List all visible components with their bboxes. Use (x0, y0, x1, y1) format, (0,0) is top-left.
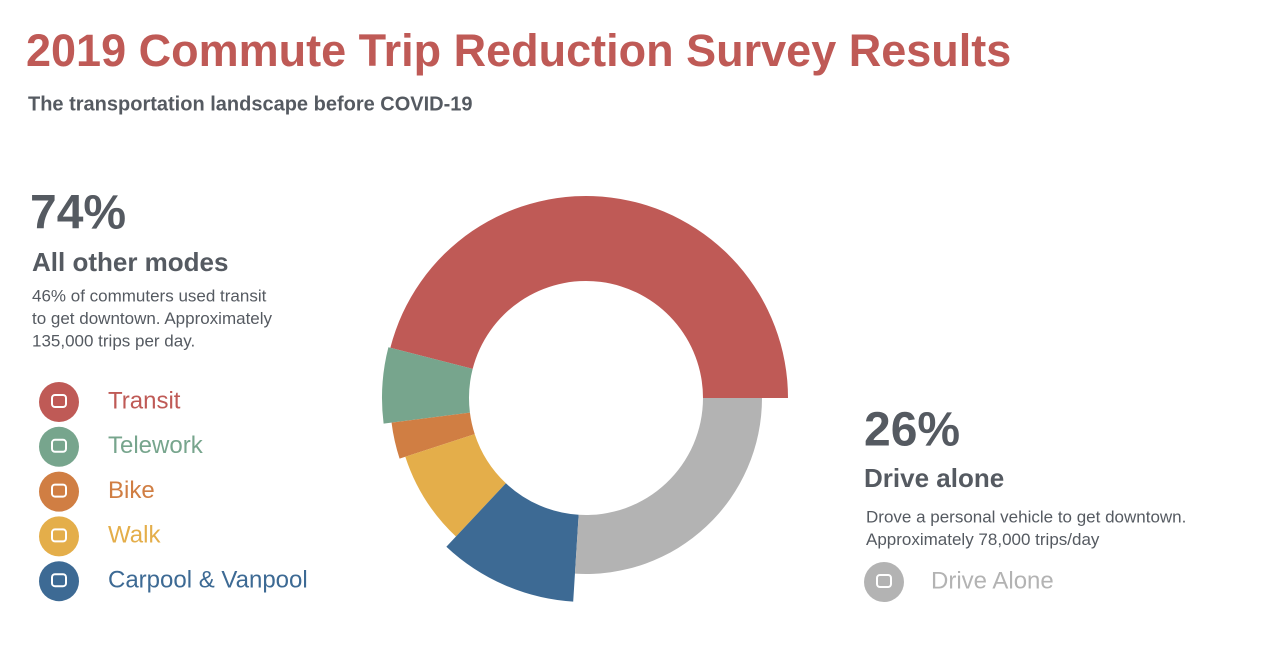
share-heading: Drive alone (864, 463, 1004, 493)
legend-glyph (876, 574, 892, 588)
donut-slice (390, 196, 788, 398)
share-value: 26% (864, 404, 960, 457)
description: Drove a personal vehicle to get downtown… (866, 507, 1186, 526)
legend-icon (864, 562, 904, 602)
legend-glyph (51, 483, 67, 498)
legend-glyph (51, 573, 67, 588)
donut-slice (391, 412, 475, 459)
donut-slice (446, 483, 579, 602)
legend-icon (39, 561, 79, 602)
legend-glyph (51, 394, 67, 408)
legend-label: Transit (108, 387, 181, 414)
legend-glyph (51, 438, 67, 453)
legend-label: Telework (108, 432, 204, 459)
legend-label: Carpool & Vanpool (108, 567, 308, 594)
legend-icon (39, 426, 79, 467)
subtitle: The transportation landscape before COVI… (28, 93, 473, 115)
share-heading: All other modes (32, 247, 228, 277)
donut-slice (574, 398, 762, 575)
legend-icon (39, 516, 79, 557)
title: 2019 Commute Trip Reduction Survey Resul… (26, 25, 1011, 76)
legend-glyph (51, 528, 67, 543)
legend-label: Drive Alone (931, 567, 1054, 594)
legend-icon (39, 382, 79, 422)
share-value: 74% (30, 187, 126, 240)
donut-slice (405, 434, 506, 537)
description: to get downtown. Approximately (32, 309, 273, 328)
legend-label: Bike (108, 477, 155, 504)
description: Approximately 78,000 trips/day (866, 530, 1100, 549)
legend-icon (39, 471, 79, 512)
legend-label: Walk (108, 522, 161, 549)
description: 135,000 trips per day. (32, 331, 195, 350)
description: 46% of commuters used transit (32, 286, 267, 305)
donut-slice (382, 347, 473, 424)
